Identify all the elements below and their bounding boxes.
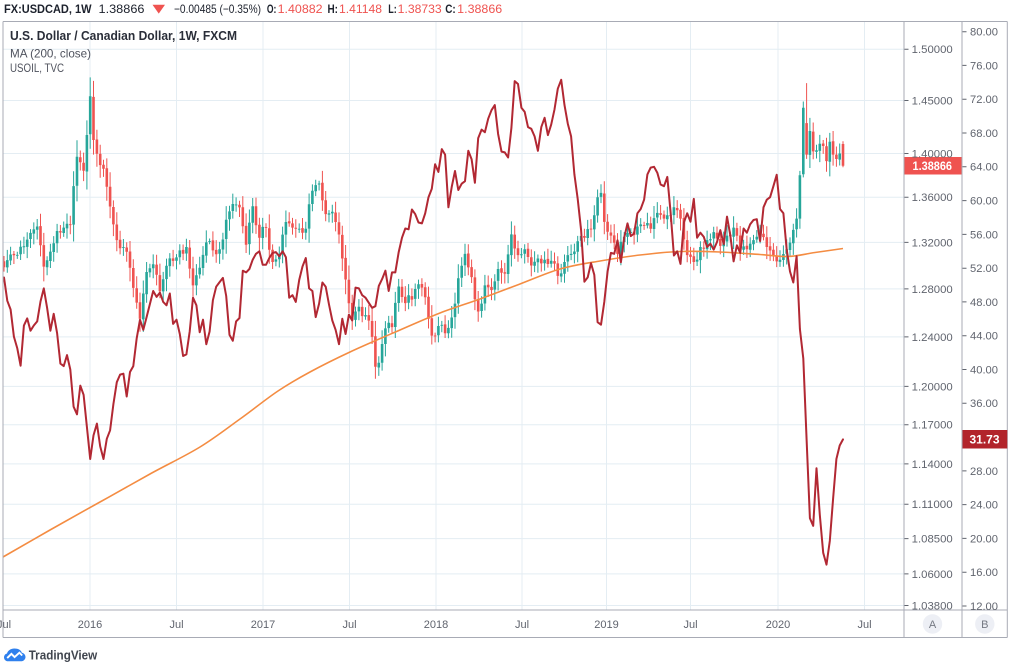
svg-text:72.00: 72.00 bbox=[970, 94, 998, 106]
svg-text:24.00: 24.00 bbox=[970, 500, 998, 512]
svg-text:O:: O: bbox=[267, 2, 277, 16]
svg-text:1.32000: 1.32000 bbox=[912, 237, 953, 249]
svg-text:2019: 2019 bbox=[594, 619, 618, 631]
svg-text:1.41148: 1.41148 bbox=[339, 2, 382, 16]
svg-text:Jul: Jul bbox=[169, 619, 183, 631]
svg-text:76.00: 76.00 bbox=[970, 60, 998, 72]
svg-text:2017: 2017 bbox=[251, 619, 275, 631]
svg-text:20.00: 20.00 bbox=[970, 533, 998, 545]
svg-text:U.S. Dollar / Canadian Dollar,: U.S. Dollar / Canadian Dollar, 1W, FXCM bbox=[10, 29, 237, 43]
svg-text:80.00: 80.00 bbox=[970, 27, 998, 39]
svg-text:Jul: Jul bbox=[683, 619, 697, 631]
svg-text:FX:USDCAD, 1W: FX:USDCAD, 1W bbox=[4, 2, 92, 16]
svg-text:Jul: Jul bbox=[515, 619, 529, 631]
svg-text:16.00: 16.00 bbox=[970, 567, 998, 579]
svg-text:1.08500: 1.08500 bbox=[912, 534, 953, 546]
svg-text:31.73: 31.73 bbox=[970, 435, 1000, 447]
svg-text:1.38733: 1.38733 bbox=[398, 2, 442, 16]
svg-text:1.38866: 1.38866 bbox=[457, 2, 502, 16]
svg-text:1.36000: 1.36000 bbox=[912, 192, 953, 204]
svg-text:2020: 2020 bbox=[766, 619, 790, 631]
svg-text:1.45000: 1.45000 bbox=[912, 95, 953, 107]
svg-text:1.38866: 1.38866 bbox=[99, 2, 145, 16]
svg-text:1.28000: 1.28000 bbox=[912, 284, 953, 296]
svg-text:1.14000: 1.14000 bbox=[912, 459, 953, 471]
svg-text:2016: 2016 bbox=[78, 619, 102, 631]
svg-text:1.38866: 1.38866 bbox=[913, 161, 953, 173]
svg-text:1.40000: 1.40000 bbox=[912, 148, 953, 160]
svg-text:56.00: 56.00 bbox=[970, 229, 998, 241]
svg-text:1.40882: 1.40882 bbox=[278, 2, 323, 16]
svg-text:B: B bbox=[981, 619, 988, 631]
svg-text:52.00: 52.00 bbox=[970, 263, 998, 275]
svg-text:L:: L: bbox=[388, 2, 397, 16]
svg-text:40.00: 40.00 bbox=[970, 364, 998, 376]
svg-text:1.03800: 1.03800 bbox=[912, 600, 953, 612]
svg-text:1.20000: 1.20000 bbox=[912, 381, 953, 393]
svg-text:−0.00485 (−0.35%): −0.00485 (−0.35%) bbox=[174, 2, 261, 16]
svg-text:TradingView: TradingView bbox=[29, 648, 98, 663]
svg-text:Jul: Jul bbox=[857, 619, 871, 631]
svg-text:1.06000: 1.06000 bbox=[912, 569, 953, 581]
svg-text:2018: 2018 bbox=[424, 619, 448, 631]
svg-text:1.24000: 1.24000 bbox=[912, 332, 953, 344]
svg-text:28.00: 28.00 bbox=[970, 466, 998, 478]
svg-text:60.00: 60.00 bbox=[970, 196, 998, 208]
svg-text:44.00: 44.00 bbox=[970, 331, 998, 343]
svg-text:Jul: Jul bbox=[342, 619, 356, 631]
svg-text:1.50000: 1.50000 bbox=[912, 44, 953, 56]
svg-text:H:: H: bbox=[328, 2, 339, 16]
svg-text:48.00: 48.00 bbox=[970, 297, 998, 309]
svg-text:1.17000: 1.17000 bbox=[912, 420, 953, 432]
svg-text:36.00: 36.00 bbox=[970, 398, 998, 410]
svg-text:USOIL, TVC: USOIL, TVC bbox=[10, 61, 64, 75]
svg-text:C:: C: bbox=[445, 2, 456, 16]
svg-text:1.11000: 1.11000 bbox=[912, 499, 953, 511]
svg-text:68.00: 68.00 bbox=[970, 128, 998, 140]
svg-text:64.00: 64.00 bbox=[970, 162, 998, 174]
svg-text:12.00: 12.00 bbox=[970, 601, 998, 613]
svg-text:A: A bbox=[929, 619, 937, 631]
svg-text:Jul: Jul bbox=[0, 619, 11, 631]
svg-text:MA (200, close): MA (200, close) bbox=[10, 47, 91, 61]
